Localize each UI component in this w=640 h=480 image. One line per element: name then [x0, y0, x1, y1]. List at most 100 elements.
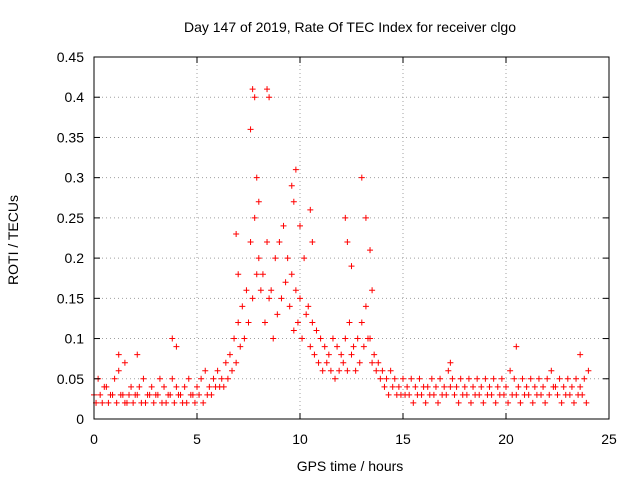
data-point — [385, 391, 392, 398]
data-point — [548, 367, 555, 374]
data-point — [239, 303, 246, 310]
data-point — [486, 383, 493, 390]
data-point — [290, 198, 297, 205]
data-point — [568, 383, 575, 390]
data-point — [202, 367, 209, 374]
data-point — [387, 367, 394, 374]
data-point — [391, 375, 398, 382]
y-tick-label: 0.25 — [57, 210, 84, 226]
data-point — [255, 255, 262, 262]
data-point — [121, 399, 128, 406]
data-point — [461, 383, 468, 390]
data-point — [573, 375, 580, 382]
data-point — [128, 383, 135, 390]
data-point — [375, 359, 382, 366]
data-point — [470, 383, 477, 390]
data-point — [140, 375, 147, 382]
data-point — [208, 391, 215, 398]
data-point — [389, 383, 396, 390]
data-point — [340, 359, 347, 366]
data-point — [150, 399, 157, 406]
data-point — [307, 343, 314, 350]
data-point — [183, 399, 190, 406]
data-point — [284, 255, 291, 262]
data-point — [154, 391, 161, 398]
data-point — [280, 222, 287, 229]
data-point — [270, 335, 277, 342]
data-point — [329, 335, 336, 342]
data-point — [531, 383, 538, 390]
data-point — [348, 351, 355, 358]
data-point — [99, 399, 106, 406]
data-point — [101, 383, 108, 390]
data-point — [115, 367, 122, 374]
data-point — [167, 391, 174, 398]
plot-frame — [93, 56, 610, 420]
data-point — [334, 343, 341, 350]
data-point — [354, 335, 361, 342]
data-point — [224, 375, 231, 382]
data-point — [196, 391, 203, 398]
data-point — [482, 375, 489, 382]
data-point — [383, 375, 390, 382]
data-point — [350, 343, 357, 350]
y-tick-label: 0.1 — [65, 331, 85, 347]
x-tick-label: 5 — [193, 431, 201, 447]
data-point — [111, 375, 118, 382]
data-point — [249, 295, 256, 302]
x-axis-label: GPS time / hours — [297, 458, 404, 474]
data-point — [585, 367, 592, 374]
data-point — [525, 391, 532, 398]
data-point — [292, 166, 299, 173]
data-point — [257, 287, 264, 294]
data-point — [255, 198, 262, 205]
data-point — [231, 335, 238, 342]
data-point — [513, 343, 520, 350]
data-point — [494, 383, 501, 390]
data-point — [185, 375, 192, 382]
data-point — [342, 335, 349, 342]
data-point — [362, 214, 369, 221]
data-point — [261, 319, 268, 326]
data-point — [408, 375, 415, 382]
data-point — [327, 367, 334, 374]
data-point — [173, 383, 180, 390]
data-point — [358, 319, 365, 326]
data-point — [529, 399, 536, 406]
data-point — [505, 399, 512, 406]
data-point — [500, 391, 507, 398]
x-tick-label: 15 — [395, 431, 411, 447]
data-point — [266, 94, 273, 101]
data-point — [161, 383, 168, 390]
data-point — [173, 343, 180, 350]
data-point — [292, 287, 299, 294]
data-point — [478, 383, 485, 390]
data-point — [492, 399, 499, 406]
data-point — [317, 335, 324, 342]
data-point — [527, 375, 534, 382]
data-point — [169, 335, 176, 342]
y-tick-label: 0.15 — [57, 290, 84, 306]
data-point — [218, 375, 225, 382]
data-point — [187, 391, 194, 398]
data-point — [416, 375, 423, 382]
data-point — [424, 383, 431, 390]
data-point — [105, 399, 112, 406]
data-point — [577, 383, 584, 390]
data-point — [412, 383, 419, 390]
data-point — [206, 383, 213, 390]
data-point — [247, 239, 254, 246]
data-point — [181, 383, 188, 390]
data-point — [342, 214, 349, 221]
data-point — [360, 343, 367, 350]
data-point — [371, 351, 378, 358]
data-point — [344, 239, 351, 246]
data-point — [336, 367, 343, 374]
data-point — [379, 367, 386, 374]
data-point — [294, 319, 301, 326]
data-point — [430, 391, 437, 398]
data-point — [323, 359, 330, 366]
data-point — [364, 335, 371, 342]
data-point — [449, 375, 456, 382]
data-point — [290, 327, 297, 334]
